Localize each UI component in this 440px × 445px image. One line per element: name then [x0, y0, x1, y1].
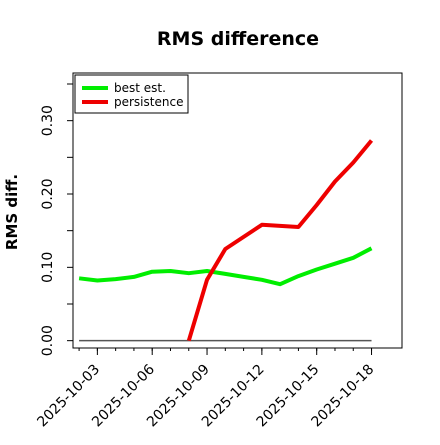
- chart-title: RMS difference: [157, 28, 319, 50]
- y-tick-label: 0.30: [40, 105, 56, 136]
- y-axis-label: RMS diff.: [3, 174, 21, 250]
- x-axis: 2025-10-032025-10-062025-10-092025-10-12…: [34, 348, 377, 430]
- legend: best est. persistence: [74, 74, 189, 114]
- y-axis: 0.00 0.10 0.20 0.30: [40, 83, 73, 356]
- y-tick-label: 0.00: [40, 325, 56, 356]
- legend-label-best-est: best est.: [114, 81, 166, 95]
- y-tick-label: 0.20: [40, 178, 56, 209]
- series-line-persistence: [186, 139, 374, 342]
- plot-frame: [72, 72, 403, 349]
- series-layer: [78, 139, 374, 342]
- legend-label-persistence: persistence: [114, 95, 183, 109]
- series-line-best-est: [78, 246, 373, 287]
- y-tick-label: 0.10: [40, 252, 56, 283]
- legend-box: [74, 74, 189, 114]
